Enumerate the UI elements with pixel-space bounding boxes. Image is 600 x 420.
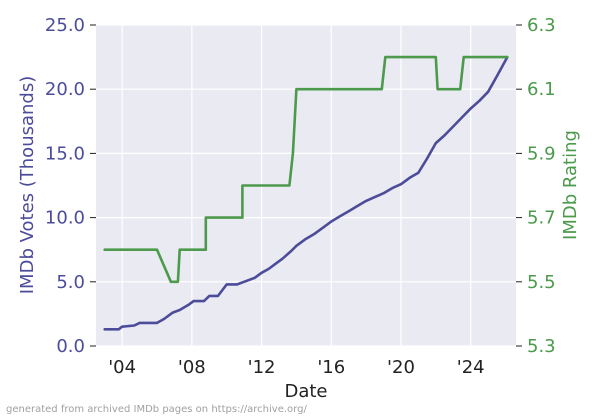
- y-right-tick-label: 5.3: [527, 336, 556, 357]
- x-tick-label: '04: [108, 357, 136, 378]
- y-axis-right-label: IMDb Rating: [560, 130, 581, 240]
- y-right-tick-label: 5.5: [527, 272, 556, 293]
- x-tick-label: '12: [248, 357, 276, 378]
- y-right-tick-label: 6.3: [527, 15, 556, 36]
- y-right-tick-label: 6.1: [527, 79, 556, 100]
- x-tick-label: '16: [317, 357, 345, 378]
- y-axis-left-label: IMDb Votes (Thousands): [17, 76, 38, 295]
- y-right-tick-label: 5.7: [527, 208, 556, 229]
- y-left-tick-label: 5.0: [56, 272, 85, 293]
- series-group: [103, 55, 509, 331]
- y-left-tick-label: 10.0: [45, 208, 85, 229]
- y-left-tick-label: 20.0: [45, 79, 85, 100]
- x-tick-label: '24: [457, 357, 485, 378]
- x-tick-label: '20: [387, 357, 415, 378]
- votes-series-line: [103, 55, 509, 331]
- rating-series-line: [103, 55, 509, 284]
- y-left-tick-label: 0.0: [56, 336, 85, 357]
- axes: '04 '08 '12 '16 '20 '24 0.0 5.0 10.0 15.0 20.0 25.0…: [45, 15, 556, 378]
- x-axis-label: Date: [284, 381, 327, 402]
- x-tick-label: '08: [178, 357, 206, 378]
- plot-background: [96, 25, 516, 346]
- y-left-tick-label: 15.0: [45, 143, 85, 164]
- y-right-tick-label: 5.9: [527, 143, 556, 164]
- source-footer: generated from archived IMDb pages on ht…: [6, 404, 307, 415]
- y-left-tick-label: 25.0: [45, 15, 85, 36]
